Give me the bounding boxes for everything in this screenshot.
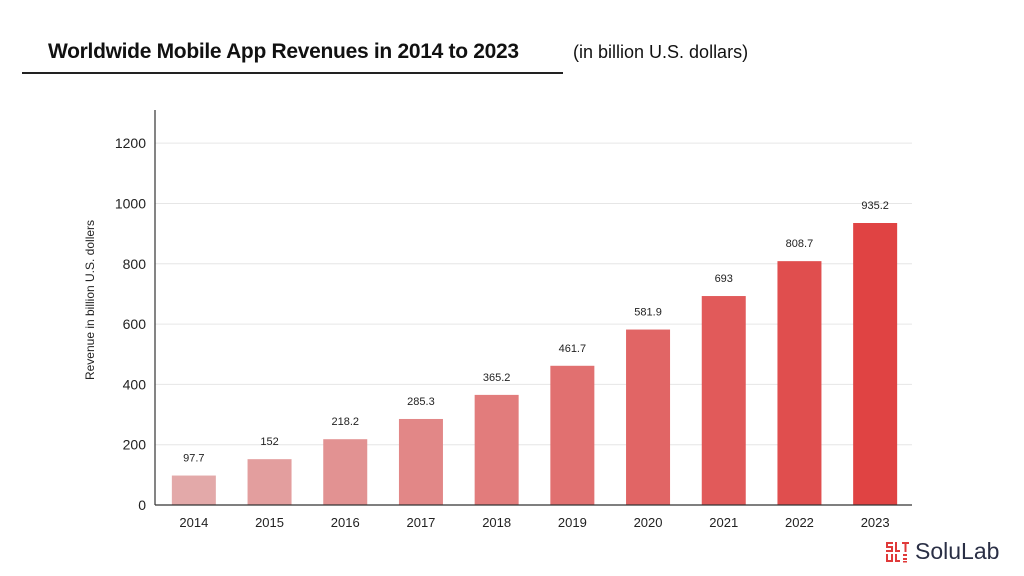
bar-2016 (323, 439, 368, 505)
x-tick-labels: 2014 2015 2016 2017 2018 2019 2020 2021 2022 2023 (179, 515, 889, 530)
x-tick-label: 2019 (558, 515, 587, 530)
solulab-logo: SoluLab (886, 538, 999, 565)
x-tick-label: 2017 (406, 515, 435, 530)
y-tick-label: 600 (123, 316, 147, 332)
y-axis-label: Revenue in billion U.S. dollers (83, 220, 97, 380)
data-label: 693 (715, 273, 733, 285)
x-tick-label: 2022 (785, 515, 814, 530)
x-tick-label: 2014 (179, 515, 208, 530)
bar-2022 (777, 261, 822, 505)
data-label: 365.2 (483, 372, 511, 384)
x-tick-label: 2018 (482, 515, 511, 530)
data-label: 461.7 (559, 343, 587, 355)
bar-2020 (626, 329, 671, 505)
brand-name: SoluLab (915, 538, 1000, 564)
y-tick-label: 400 (123, 376, 147, 392)
data-label: 935.2 (861, 200, 889, 212)
chart-subtitle: (in billion U.S. dollars) (573, 42, 749, 62)
bar-2021 (701, 296, 746, 505)
y-tick-labels: 0 200 400 600 800 1000 1200 (115, 135, 146, 513)
y-tick-label: 1000 (115, 195, 146, 211)
data-label: 97.7 (183, 453, 204, 465)
bar-2023 (853, 223, 898, 505)
bar-2014 (171, 475, 216, 505)
x-tick-label: 2015 (255, 515, 284, 530)
x-tick-label: 2023 (861, 515, 890, 530)
y-tick-label: 0 (138, 497, 146, 513)
x-tick-label: 2016 (331, 515, 360, 530)
x-tick-label: 2021 (709, 515, 738, 530)
data-label: 808.7 (786, 238, 814, 250)
data-label: 152 (260, 436, 278, 448)
y-tick-label: 200 (123, 437, 147, 453)
data-label: 218.2 (331, 416, 359, 428)
y-tick-label: 800 (123, 256, 147, 272)
title-underline (22, 72, 563, 74)
data-label: 285.3 (407, 396, 435, 408)
bars (171, 223, 898, 505)
chart-title: Worldwide Mobile App Revenues in 2014 to… (48, 40, 519, 63)
solulab-logo-icon (886, 541, 909, 562)
data-label: 581.9 (634, 307, 662, 319)
bar-2018 (474, 394, 519, 505)
bar-2019 (550, 365, 595, 505)
bar-2015 (247, 459, 292, 505)
y-tick-label: 1200 (115, 135, 146, 151)
bar-2017 (398, 418, 443, 505)
data-labels: 97.7 152 218.2 285.3 365.2 461.7 581.9 693 808.7… (183, 200, 889, 465)
x-tick-label: 2020 (634, 515, 663, 530)
